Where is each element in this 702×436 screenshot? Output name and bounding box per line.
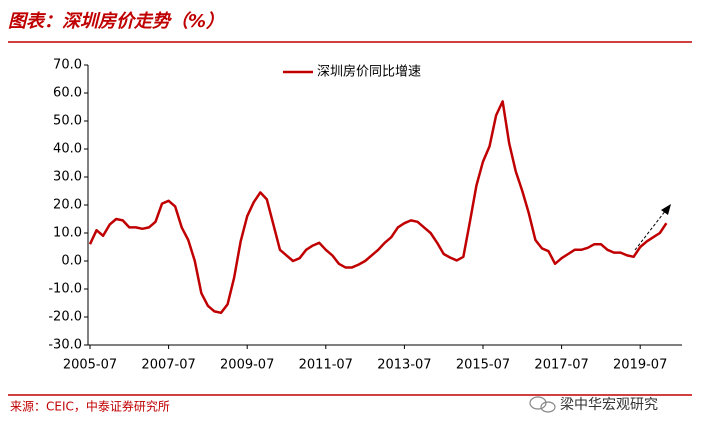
trend-arrow-head: [661, 204, 671, 215]
y-tick-label: -10.0: [48, 282, 82, 297]
x-tick-label: 2019-07: [613, 358, 667, 373]
x-tick-label: 2011-07: [299, 358, 353, 373]
y-tick-label: 0.0: [61, 254, 82, 269]
y-tick-label: 20.0: [53, 198, 82, 213]
x-tick-label: 2015-07: [456, 358, 510, 373]
y-tick-label: 50.0: [53, 114, 82, 129]
y-tick-label: 60.0: [53, 86, 82, 101]
y-tick-label: 40.0: [53, 142, 82, 157]
y-tick-label: 70.0: [53, 58, 82, 73]
watermark-icon: [529, 396, 556, 413]
x-tick-label: 2013-07: [377, 358, 431, 373]
y-tick-label: -20.0: [48, 310, 82, 325]
y-tick-label: -30.0: [48, 338, 82, 353]
chart-title: 图表：深圳房价走势（%）: [8, 11, 224, 32]
x-tick-label: 2017-07: [534, 358, 588, 373]
x-tick-label: 2007-07: [141, 358, 195, 373]
x-tick-label: 2005-07: [63, 358, 117, 373]
source: 来源：CEIC，中泰证券研究所: [10, 399, 170, 414]
line-series: [88, 100, 668, 315]
y-tick-label: 10.0: [53, 226, 82, 241]
x-tick-label: 2009-07: [220, 358, 274, 373]
legend-label: 深圳房价同比增速: [317, 64, 421, 80]
watermark: 梁中华宏观研究: [560, 397, 658, 413]
trend-arrow: [634, 209, 667, 251]
y-tick-label: 30.0: [53, 170, 82, 185]
